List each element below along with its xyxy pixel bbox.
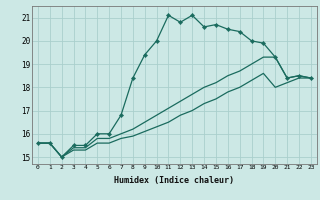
X-axis label: Humidex (Indice chaleur): Humidex (Indice chaleur)	[115, 176, 234, 185]
